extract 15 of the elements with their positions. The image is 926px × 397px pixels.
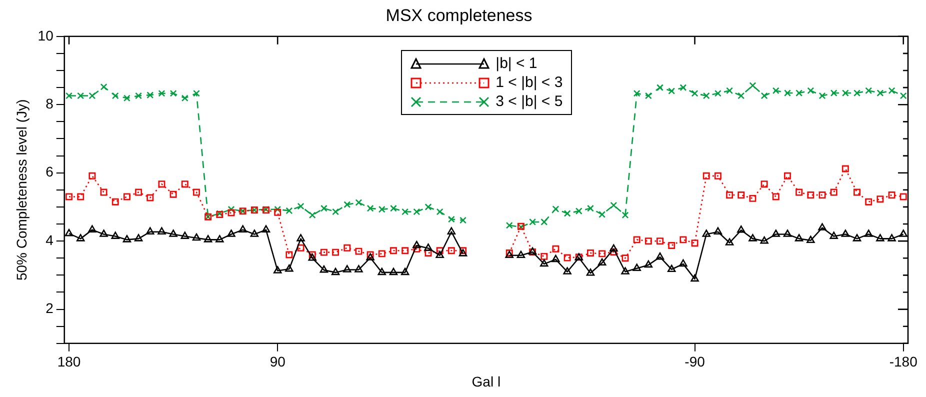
y-tick-label: 2	[46, 300, 54, 316]
x-tick-label: -180	[889, 354, 918, 370]
x-axis-title: Gal l	[472, 373, 501, 390]
x-tick-label: 180	[57, 354, 81, 370]
chart-title: MSX completeness	[386, 6, 532, 25]
legend-label: 3 < |b| < 5	[496, 92, 563, 112]
y-tick-label: 4	[46, 232, 54, 248]
y-tick-label: 10	[38, 27, 54, 44]
x-tick-label: 90	[270, 354, 286, 370]
x-tick-label: -90	[684, 354, 706, 370]
y-tick-label: 8	[46, 95, 54, 112]
y-axis-title: 50% Completeness level (Jy)	[13, 99, 30, 281]
legend-label: |b| < 1	[496, 54, 538, 74]
y-tick-label: 6	[46, 164, 54, 180]
legend-label: 1 < |b| < 3	[496, 73, 563, 92]
